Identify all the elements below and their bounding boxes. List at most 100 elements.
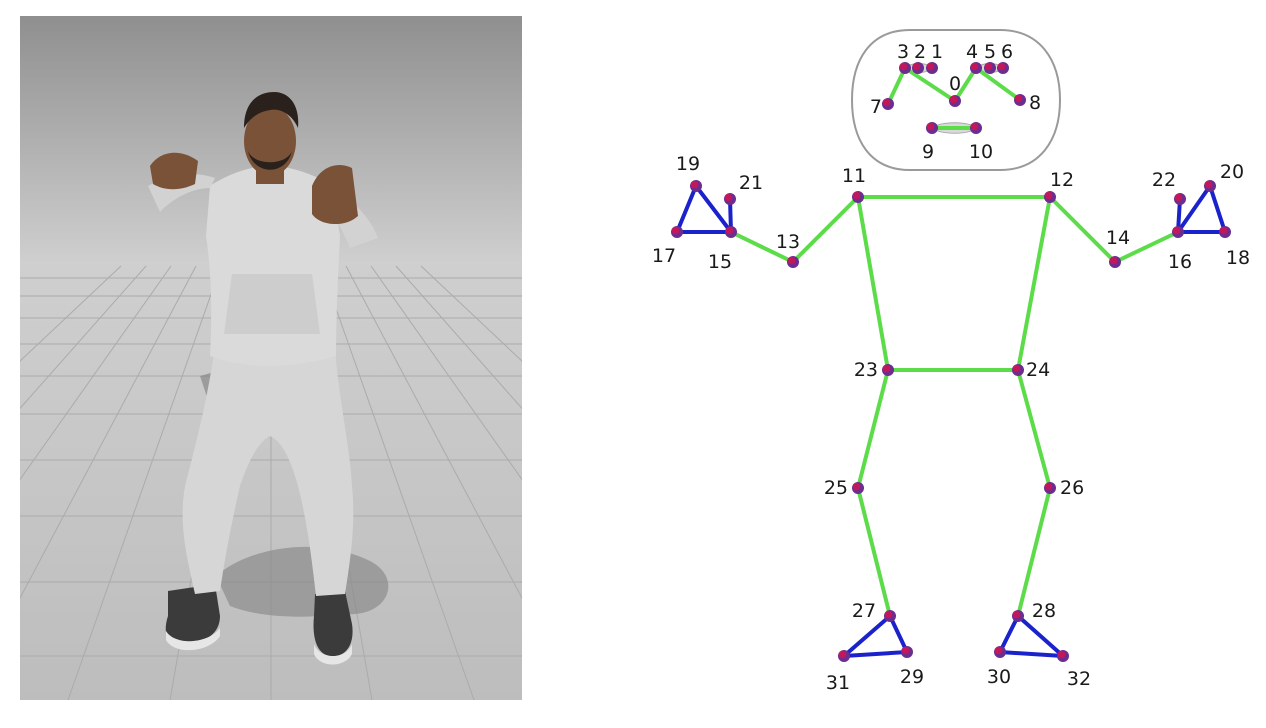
landmark-label-20: 20 bbox=[1220, 161, 1244, 183]
landmark-dot-32 bbox=[1057, 650, 1066, 659]
landmark-label-25: 25 bbox=[824, 477, 848, 499]
landmark-dot-6 bbox=[997, 62, 1006, 71]
landmark-dot-20 bbox=[1204, 180, 1213, 189]
landmark-15 bbox=[725, 226, 737, 238]
body-edge-13-15 bbox=[729, 230, 795, 264]
landmark-dot-28 bbox=[1012, 610, 1021, 619]
landmark-label-0: 0 bbox=[949, 73, 961, 95]
landmark-label-13: 13 bbox=[776, 231, 800, 253]
extremity-edge-30-32 bbox=[998, 650, 1065, 658]
landmark-8 bbox=[1014, 94, 1026, 106]
landmark-dot-0 bbox=[949, 95, 958, 104]
landmark-32 bbox=[1057, 650, 1069, 662]
body-edge-0-4 bbox=[953, 66, 978, 103]
landmark-dot-29 bbox=[901, 646, 910, 655]
landmark-dot-3 bbox=[899, 62, 908, 71]
landmark-dot-31 bbox=[838, 650, 847, 659]
landmark-dot-14 bbox=[1109, 256, 1118, 265]
head-outline bbox=[850, 29, 1062, 171]
landmark-29 bbox=[901, 646, 913, 658]
landmark-17 bbox=[671, 226, 683, 238]
hoodie-pocket bbox=[224, 274, 320, 334]
landmark-22 bbox=[1174, 193, 1186, 205]
extremity-edge-31-27 bbox=[842, 614, 892, 658]
right-hand bbox=[312, 165, 358, 225]
landmark-label-15: 15 bbox=[708, 251, 732, 273]
extremity-edge-20-16 bbox=[1176, 184, 1212, 234]
landmark-dot-16 bbox=[1172, 226, 1181, 235]
landmark-label-29: 29 bbox=[900, 666, 924, 688]
landmark-31 bbox=[838, 650, 850, 662]
landmark-23 bbox=[882, 364, 894, 376]
body-edge-12-24 bbox=[1016, 195, 1052, 372]
landmark-dot-27 bbox=[884, 610, 893, 619]
landmark-dot-30 bbox=[994, 646, 1003, 655]
right-shoe bbox=[313, 591, 353, 657]
pose-landmark-diagram: 0 1 2 3 4 5 6 7 8 9 10 11 12 13 14 15 16 17 18 19 20 21 22 23 24… bbox=[560, 0, 1266, 724]
landmark-dot-1 bbox=[926, 62, 935, 71]
landmark-dot-9 bbox=[926, 122, 935, 131]
landmark-3 bbox=[899, 62, 911, 74]
extremity-edge-27-29 bbox=[888, 614, 909, 654]
landmark-30 bbox=[994, 646, 1006, 658]
landmark-dot-24 bbox=[1012, 364, 1021, 373]
extremity-edge-17-19 bbox=[675, 184, 698, 234]
landmark-label-26: 26 bbox=[1060, 477, 1084, 499]
hair bbox=[244, 92, 299, 128]
landmark-dot-2 bbox=[912, 62, 921, 71]
landmark-1 bbox=[926, 62, 938, 74]
landmark-dot-5 bbox=[984, 62, 993, 71]
rendered-human-figure-image bbox=[20, 16, 522, 700]
landmark-dot-21 bbox=[724, 193, 733, 202]
landmark-label-32: 32 bbox=[1067, 668, 1091, 690]
landmark-label-9: 9 bbox=[922, 141, 934, 163]
render-illustration bbox=[20, 16, 522, 700]
landmark-label-14: 14 bbox=[1106, 227, 1130, 249]
landmark-dot-10 bbox=[970, 122, 979, 131]
landmark-21 bbox=[724, 193, 736, 205]
landmark-label-10: 10 bbox=[969, 141, 993, 163]
landmark-dot-15 bbox=[725, 226, 734, 235]
landmark-dot-4 bbox=[970, 62, 979, 71]
landmark-14 bbox=[1109, 256, 1121, 268]
head bbox=[244, 106, 296, 176]
landmark-label-22: 22 bbox=[1152, 169, 1176, 191]
landmark-label-27: 27 bbox=[852, 600, 876, 622]
landmark-label-28: 28 bbox=[1032, 600, 1056, 622]
extremity-edge-29-31 bbox=[842, 650, 909, 658]
landmark-label-5: 5 bbox=[984, 41, 996, 63]
landmark-24 bbox=[1012, 364, 1024, 376]
landmark-4 bbox=[970, 62, 982, 74]
extremity-edge-32-28 bbox=[1016, 614, 1065, 658]
body-edge-11-23 bbox=[856, 195, 890, 372]
body-edge-3-0 bbox=[903, 66, 957, 103]
body-edge-12-14 bbox=[1048, 195, 1117, 264]
landmark-19 bbox=[690, 180, 702, 192]
body-edge-4-8 bbox=[974, 66, 1022, 102]
landmark-dot-26 bbox=[1044, 482, 1053, 491]
landmark-label-12: 12 bbox=[1050, 169, 1074, 191]
landmark-label-30: 30 bbox=[987, 666, 1011, 688]
landmark-dot-7 bbox=[882, 98, 891, 107]
landmark-5 bbox=[984, 62, 996, 74]
landmark-label-4: 4 bbox=[966, 41, 978, 63]
landmark-label-18: 18 bbox=[1226, 247, 1250, 269]
right-shoe-sole bbox=[314, 644, 352, 665]
body-edge-26-28 bbox=[1016, 486, 1052, 618]
landmark-dot-11 bbox=[852, 191, 861, 200]
sweatpants bbox=[182, 346, 354, 596]
body-edge-24-26 bbox=[1016, 368, 1052, 490]
landmark-2 bbox=[912, 62, 924, 74]
landmark-12 bbox=[1044, 191, 1056, 203]
landmark-label-19: 19 bbox=[676, 153, 700, 175]
landmark-16 bbox=[1172, 226, 1184, 238]
landmark-27 bbox=[884, 610, 896, 622]
body-edge-25-27 bbox=[856, 486, 892, 618]
landmark-9 bbox=[926, 122, 938, 134]
landmark-label-23: 23 bbox=[854, 359, 878, 381]
body-edge-11-13 bbox=[791, 195, 860, 264]
landmark-18 bbox=[1219, 226, 1231, 238]
body-edge-23-25 bbox=[856, 368, 890, 490]
landmark-dot-18 bbox=[1219, 226, 1228, 235]
landmark-dot-12 bbox=[1044, 191, 1053, 200]
